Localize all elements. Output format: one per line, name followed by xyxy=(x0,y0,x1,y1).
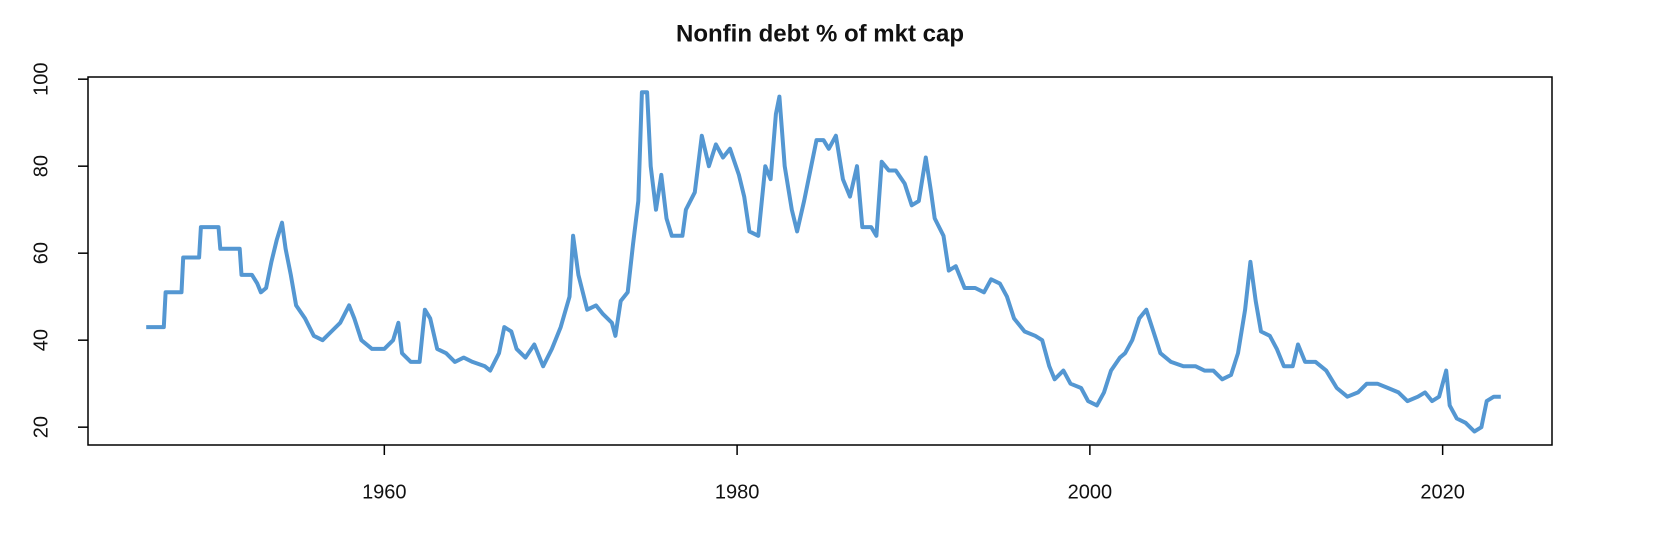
data-line xyxy=(146,90,1501,434)
x-tick-label: 2000 xyxy=(1068,481,1113,503)
x-tick-label: 2020 xyxy=(1420,481,1465,503)
y-tick-label: 60 xyxy=(30,242,52,264)
chart-title: Nonfin debt % of mkt cap xyxy=(676,20,964,47)
y-tick-label: 80 xyxy=(30,155,52,177)
x-tick-label: 1960 xyxy=(362,481,407,503)
x-tick-label: 1980 xyxy=(715,481,760,503)
plot-frame xyxy=(87,76,1553,446)
y-tick-label: 40 xyxy=(30,329,52,351)
y-tick-label: 20 xyxy=(30,416,52,438)
y-tick-label: 100 xyxy=(30,62,52,95)
